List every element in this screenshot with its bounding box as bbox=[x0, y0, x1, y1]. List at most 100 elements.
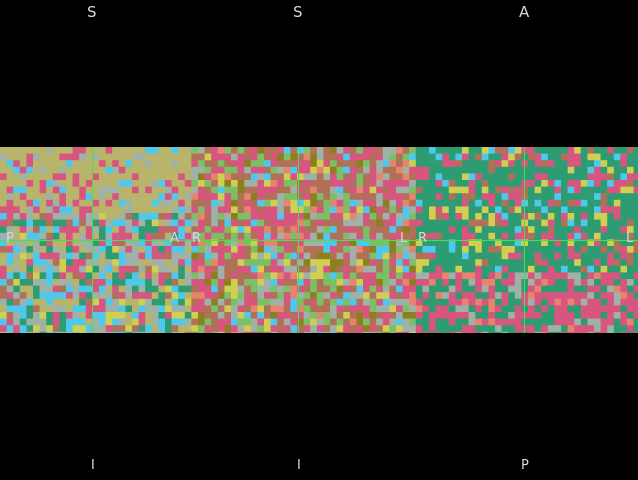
left-view-left-label: P bbox=[6, 231, 14, 246]
label-voxel bbox=[495, 206, 502, 214]
label-voxel bbox=[0, 325, 7, 333]
label-voxel bbox=[330, 272, 337, 280]
label-voxel bbox=[303, 180, 311, 187]
label-voxel bbox=[587, 206, 595, 214]
label-voxel bbox=[396, 252, 403, 260]
label-voxel bbox=[297, 232, 304, 240]
label-voxel bbox=[567, 153, 575, 161]
label-voxel bbox=[283, 292, 291, 300]
label-voxel bbox=[26, 239, 34, 247]
label-voxel bbox=[633, 325, 638, 333]
label-voxel bbox=[627, 292, 634, 300]
label-voxel bbox=[151, 206, 159, 214]
label-voxel bbox=[191, 226, 199, 234]
label-voxel bbox=[165, 193, 172, 201]
label-voxel bbox=[237, 213, 245, 220]
label-voxel bbox=[382, 160, 390, 168]
label-voxel bbox=[283, 246, 291, 253]
label-voxel bbox=[105, 312, 113, 319]
label-voxel bbox=[435, 153, 443, 161]
label-voxel bbox=[330, 252, 337, 260]
segmentation-slices[interactable] bbox=[0, 147, 638, 333]
label-voxel bbox=[501, 232, 509, 240]
label-voxel bbox=[501, 312, 509, 319]
label-voxel bbox=[389, 272, 397, 280]
label-voxel bbox=[33, 180, 40, 187]
label-voxel bbox=[19, 312, 27, 319]
label-voxel bbox=[409, 331, 417, 333]
label-voxel bbox=[396, 206, 403, 214]
label-voxel bbox=[46, 285, 54, 293]
label-voxel bbox=[33, 252, 40, 260]
label-voxel bbox=[580, 259, 588, 267]
label-voxel bbox=[224, 180, 232, 187]
label-voxel bbox=[191, 166, 199, 174]
label-voxel bbox=[297, 305, 304, 313]
label-voxel bbox=[59, 206, 67, 214]
label-voxel bbox=[125, 325, 133, 333]
label-voxel bbox=[297, 265, 304, 273]
label-voxel bbox=[376, 160, 384, 168]
label-voxel bbox=[191, 239, 199, 247]
label-voxel bbox=[343, 298, 351, 306]
label-voxel bbox=[79, 160, 87, 168]
label-voxel bbox=[448, 186, 456, 194]
label-voxel bbox=[198, 305, 205, 313]
label-voxel bbox=[178, 279, 186, 286]
label-voxel bbox=[554, 160, 562, 168]
label-voxel bbox=[455, 259, 463, 267]
label-voxel bbox=[316, 232, 324, 240]
label-voxel bbox=[455, 272, 463, 280]
label-voxel bbox=[554, 219, 562, 227]
label-voxel bbox=[567, 298, 575, 306]
label-voxel bbox=[574, 259, 582, 267]
label-voxel bbox=[554, 331, 562, 333]
label-voxel bbox=[633, 173, 638, 181]
label-voxel bbox=[481, 252, 489, 260]
label-voxel bbox=[587, 292, 595, 300]
label-voxel bbox=[567, 292, 575, 300]
label-voxel bbox=[316, 305, 324, 313]
label-voxel bbox=[396, 239, 403, 247]
label-voxel bbox=[39, 153, 47, 161]
label-voxel bbox=[330, 285, 337, 293]
label-voxel bbox=[26, 199, 34, 207]
label-voxel bbox=[19, 325, 27, 333]
label-voxel bbox=[171, 279, 179, 286]
label-voxel bbox=[594, 318, 601, 326]
label-voxel bbox=[132, 325, 139, 333]
label-voxel bbox=[488, 147, 496, 154]
label-voxel bbox=[633, 298, 638, 306]
label-voxel bbox=[105, 246, 113, 253]
label-voxel bbox=[455, 265, 463, 273]
label-voxel bbox=[369, 213, 377, 220]
label-voxel bbox=[145, 325, 153, 333]
label-voxel bbox=[547, 153, 555, 161]
label-voxel bbox=[92, 279, 100, 286]
label-voxel bbox=[574, 186, 582, 194]
label-voxel bbox=[323, 160, 331, 168]
label-voxel bbox=[19, 318, 27, 326]
label-voxel bbox=[198, 292, 205, 300]
label-voxel bbox=[594, 166, 601, 174]
label-voxel bbox=[217, 312, 225, 319]
label-voxel bbox=[567, 226, 575, 234]
label-voxel bbox=[118, 265, 126, 273]
label-voxel bbox=[52, 153, 60, 161]
label-voxel bbox=[66, 193, 73, 201]
label-voxel bbox=[19, 331, 27, 333]
label-voxel bbox=[6, 153, 14, 161]
label-voxel bbox=[158, 305, 166, 313]
label-voxel bbox=[349, 305, 357, 313]
label-voxel bbox=[363, 292, 370, 300]
label-voxel bbox=[422, 292, 430, 300]
label-voxel bbox=[554, 285, 562, 293]
label-voxel bbox=[290, 199, 298, 207]
label-voxel bbox=[627, 153, 634, 161]
label-voxel bbox=[72, 226, 80, 234]
label-voxel bbox=[376, 265, 384, 273]
label-voxel bbox=[99, 199, 106, 207]
label-voxel bbox=[574, 285, 582, 293]
label-voxel bbox=[217, 246, 225, 253]
